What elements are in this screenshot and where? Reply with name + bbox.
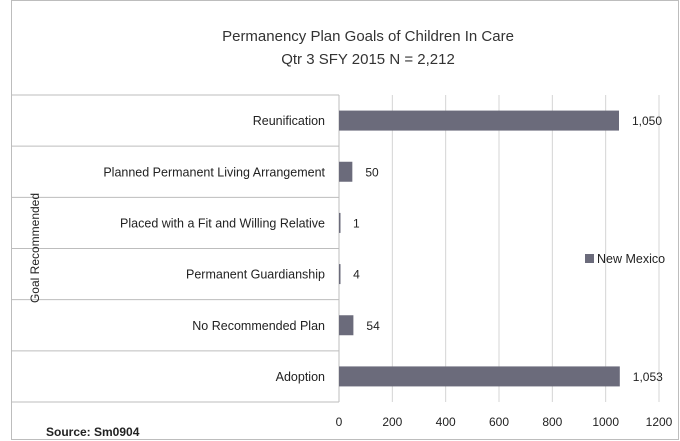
category-label: Planned Permanent Living Arrangement [103,165,325,179]
category-label: No Recommended Plan [192,319,325,333]
bar [339,366,620,387]
frame-layer [11,94,340,403]
data-label: 54 [366,319,380,333]
bar [339,264,341,285]
category-label: Placed with a Fit and Willing Relative [120,216,325,230]
category-label: Permanent Guardianship [186,268,325,282]
bar [339,161,353,182]
category-label: Reunification [253,114,325,128]
x-tick-label: 600 [489,415,509,429]
ticks-layer: 0 200 400 600 800 1000 1200 [336,415,673,429]
data-label: 1,050 [632,114,662,128]
legend: New Mexico [585,252,665,266]
chart-subtitle: Qtr 3 SFY 2015 N = 2,212 [281,51,455,68]
bar [339,110,619,131]
data-label: 4 [353,268,360,282]
labels-layer: Reunification 1,050 Planned Permanent Livi… [103,114,663,384]
grid-layer [391,95,660,402]
bars-layer [339,110,620,387]
x-tick-label: 0 [336,415,343,429]
data-label: 50 [365,165,379,179]
data-label: 1,053 [633,370,663,384]
chart-frame [11,0,679,440]
legend-label: New Mexico [597,252,665,266]
legend-swatch [585,254,594,263]
x-tick-label: 800 [542,415,562,429]
bar [339,315,354,336]
source-note: Source: Sm0904 [46,425,140,439]
bar [339,212,341,233]
chart-title: Permanency Plan Goals of Children In Car… [222,28,514,45]
x-tick-label: 400 [436,415,456,429]
x-tick-label: 200 [382,415,402,429]
x-tick-label: 1000 [592,415,619,429]
category-label: Adoption [276,370,325,384]
x-tick-label: 1200 [646,415,673,429]
y-axis-label: Goal Recommended [28,193,42,303]
data-label: 1 [353,216,360,230]
